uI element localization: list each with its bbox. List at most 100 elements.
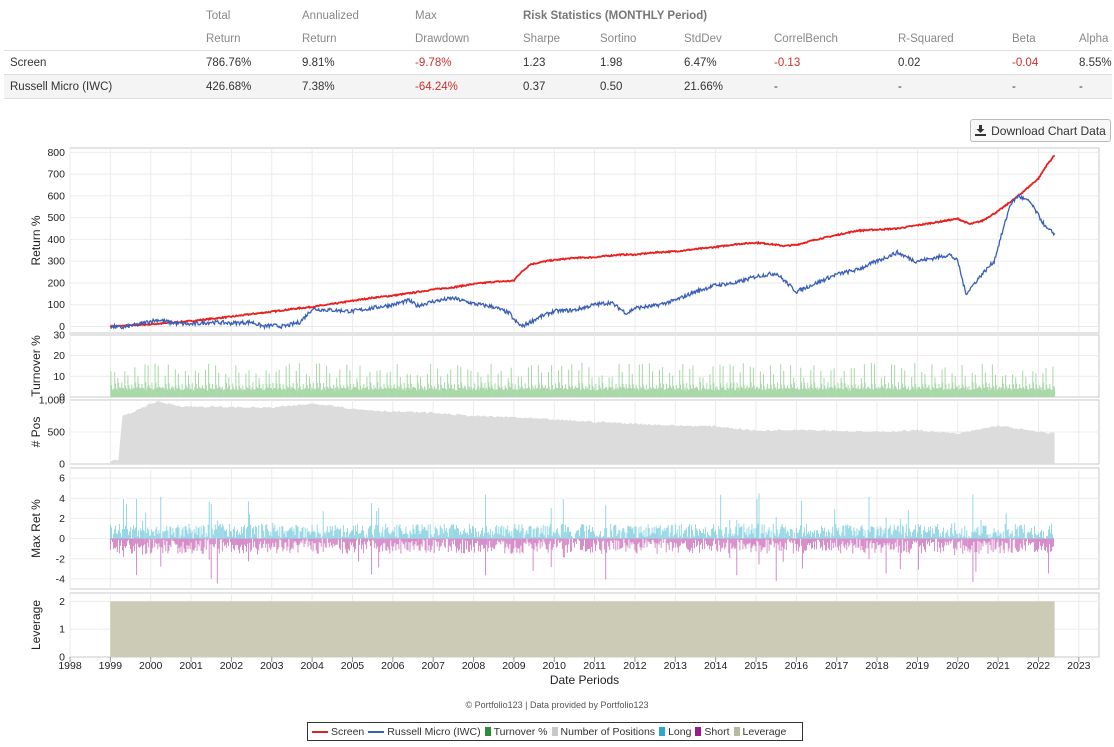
turnover-bar (850, 368, 852, 397)
turnover-bar (219, 386, 220, 397)
x-axis-label: Date Periods (550, 673, 619, 687)
turnover-bar (116, 389, 118, 397)
turnover-bar (711, 390, 713, 397)
turnover-bar (523, 388, 525, 397)
turnover-bar (329, 373, 331, 397)
turnover-bar (479, 387, 481, 397)
turnover-bar (420, 376, 421, 397)
turnover-bar (139, 387, 141, 397)
turnover-bar (766, 388, 768, 397)
turnover-bar (614, 388, 616, 397)
turnover-bar (233, 390, 235, 397)
turnover-bar (845, 387, 847, 397)
turnover-bar (346, 364, 348, 397)
turnover-bar (621, 372, 623, 397)
turnover-bar (601, 375, 603, 397)
turnover-bar (680, 384, 681, 397)
y-tick-label: -2 (56, 553, 65, 565)
turnover-bar (539, 389, 541, 397)
legend-item-turnover[interactable]: Turnover % (484, 726, 548, 738)
turnover-bar (117, 377, 119, 397)
turnover-bar (766, 383, 768, 397)
legend-item-short[interactable]: Short (695, 726, 730, 738)
legend-item-screen[interactable]: Screen (312, 726, 364, 738)
turnover-bar (770, 365, 771, 397)
turnover-bar (824, 385, 826, 397)
turnover-bar (823, 377, 825, 397)
legend-item-positions[interactable]: Number of Positions (551, 726, 655, 738)
plot-area (69, 334, 1100, 398)
turnover-bar (769, 388, 771, 397)
turnover-bar (693, 384, 695, 397)
y-tick-label: 2 (59, 513, 65, 525)
turnover-bar (351, 387, 353, 397)
legend-item-leverage[interactable]: Leverage (733, 726, 786, 738)
turnover-bar (751, 388, 753, 397)
turnover-bar (377, 382, 379, 397)
turnover-bar (736, 382, 738, 397)
turnover-bar (333, 384, 335, 397)
download-chart-data-button[interactable]: Download Chart Data (970, 119, 1111, 142)
turnover-bar (700, 390, 702, 397)
turnover-bar (796, 389, 798, 397)
turnover-bar (888, 388, 890, 397)
turnover-bar (331, 388, 333, 397)
turnover-bar (277, 389, 279, 397)
turnover-bar (785, 389, 787, 397)
legend-item-long[interactable]: Long (659, 726, 691, 738)
turnover-bar (507, 378, 509, 397)
turnover-bar (256, 386, 258, 397)
turnover-bar (155, 382, 157, 397)
turnover-bar (398, 389, 400, 397)
turnover-bar (863, 387, 865, 397)
turnover-bar (846, 388, 848, 397)
turnover-bar (542, 388, 544, 397)
turnover-bar (423, 386, 425, 397)
turnover-bar (238, 372, 240, 397)
turnover-bar (255, 373, 257, 397)
turnover-bar (885, 389, 887, 397)
turnover-bar (632, 384, 634, 397)
turnover-bar (832, 388, 834, 397)
turnover-bar (328, 389, 330, 397)
turnover-bar (635, 384, 637, 397)
turnover-bar (286, 385, 288, 397)
turnover-bar (526, 388, 528, 397)
turnover-bar (1002, 376, 1003, 397)
turnover-bar (605, 386, 607, 397)
turnover-bar (569, 385, 570, 397)
turnover-bar (156, 387, 158, 397)
turnover-bar (719, 364, 721, 397)
turnover-bar (378, 388, 380, 397)
turnover-bar (989, 387, 991, 397)
turnover-bar (421, 387, 423, 397)
legend-item-benchmark[interactable]: Russell Micro (IWC) (368, 726, 481, 738)
turnover-bar (437, 368, 439, 397)
turnover-bar (492, 389, 494, 397)
turnover-bar (119, 387, 121, 397)
turnover-bar (720, 383, 722, 397)
turnover-bar (945, 384, 947, 397)
turnover-bar (958, 385, 960, 397)
turnover-bar (296, 382, 298, 397)
turnover-bar (1008, 388, 1010, 397)
turnover-bar (361, 388, 363, 397)
turnover-bar (127, 375, 129, 397)
turnover-bar (673, 386, 674, 397)
turnover-bar (464, 385, 466, 397)
turnover-bar (122, 388, 123, 397)
turnover-bar (468, 386, 470, 397)
turnover-bar (555, 383, 556, 397)
turnover-bar (470, 370, 472, 397)
turnover-bar (737, 388, 739, 397)
turnover-bar (866, 388, 868, 397)
turnover-bar (797, 389, 799, 397)
turnover-bar (319, 363, 321, 397)
turnover-bar (586, 387, 588, 397)
turnover-bar (999, 387, 1001, 397)
turnover-bar (169, 388, 171, 397)
turnover-bar (884, 384, 886, 397)
turnover-bar (940, 387, 942, 397)
turnover-bar (508, 382, 510, 397)
turnover-bar (1023, 387, 1024, 397)
